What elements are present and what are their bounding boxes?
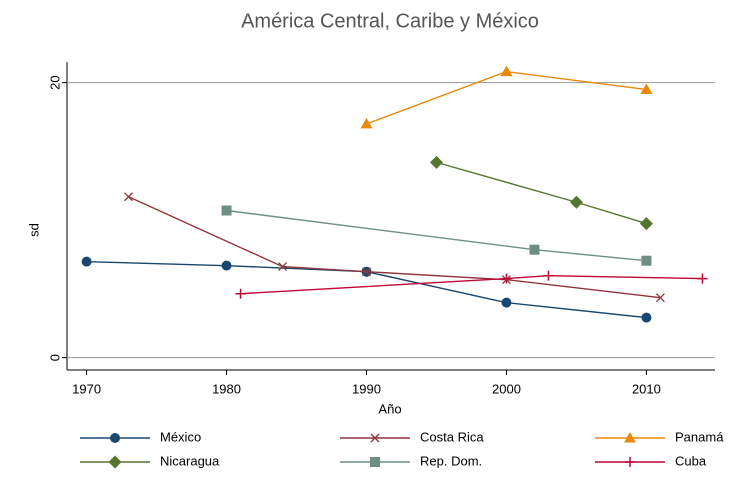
marker <box>360 117 373 129</box>
marker <box>221 260 232 271</box>
marker <box>500 65 513 77</box>
y-tick-label: 20 <box>47 75 62 89</box>
marker <box>362 267 371 277</box>
marker <box>501 273 512 284</box>
marker <box>81 256 92 267</box>
x-tick-label: 2000 <box>492 381 521 396</box>
y-axis-label: sd <box>26 223 41 237</box>
marker <box>543 270 554 281</box>
marker <box>569 195 583 209</box>
legend-label: Rep. Dom. <box>420 453 482 468</box>
x-tick-label: 2010 <box>632 381 661 396</box>
x-tick-label: 1970 <box>72 381 101 396</box>
legend-label: México <box>160 429 201 444</box>
marker <box>108 455 122 469</box>
x-axis-label: Año <box>378 401 401 416</box>
marker <box>655 293 665 303</box>
marker <box>641 312 652 323</box>
marker <box>624 432 636 443</box>
marker <box>640 83 653 94</box>
marker <box>641 255 652 266</box>
x-tick-label: 1980 <box>212 381 241 396</box>
marker <box>625 457 635 467</box>
x-tick-label: 1990 <box>352 381 381 396</box>
marker <box>370 433 380 443</box>
marker <box>697 273 708 284</box>
legend-label: Nicaragua <box>160 453 220 468</box>
marker <box>110 433 120 443</box>
marker <box>235 288 246 299</box>
marker <box>370 457 380 467</box>
legend-label: Panamá <box>675 429 724 444</box>
marker <box>221 205 232 216</box>
legend-label: Cuba <box>675 453 707 468</box>
marker <box>124 192 134 202</box>
marker <box>529 244 540 255</box>
legend-label: Costa Rica <box>420 429 484 444</box>
y-tick-label: 0 <box>47 354 62 361</box>
marker <box>501 297 512 308</box>
marker <box>278 262 287 272</box>
marker <box>429 155 443 169</box>
marker <box>639 217 653 231</box>
chart-title: América Central, Caribe y México <box>241 10 539 32</box>
series-line <box>240 274 703 295</box>
